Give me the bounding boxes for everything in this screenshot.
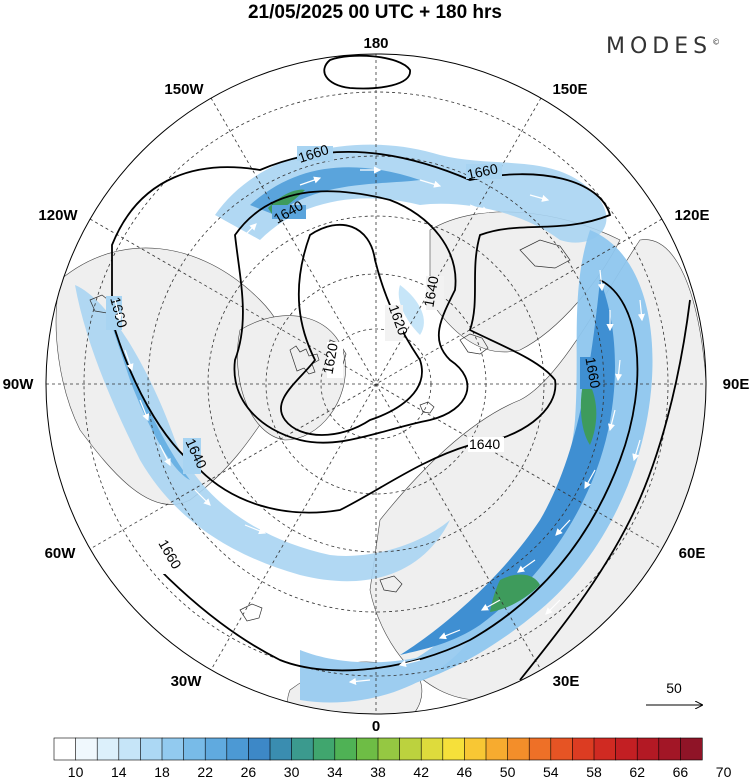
colorbar-cell bbox=[118, 737, 142, 761]
colorbar-cell bbox=[334, 737, 357, 761]
contour-label: 1660 bbox=[466, 160, 500, 182]
colorbar-cell bbox=[377, 737, 401, 761]
jet-core-pacific bbox=[250, 167, 420, 215]
jet-band-europe bbox=[300, 640, 470, 703]
colorbar-cell bbox=[485, 737, 509, 761]
meridian-label-0: 0 bbox=[372, 718, 380, 735]
contour-1660-asia bbox=[159, 279, 639, 672]
logo-text: MODES bbox=[606, 34, 713, 59]
colorbar-tick-label: 38 bbox=[370, 764, 386, 780]
colorbar-cell bbox=[161, 737, 185, 761]
coastlines bbox=[89, 239, 571, 622]
colorbar-tick-label: 10 bbox=[68, 764, 84, 780]
colorbar-tick-label: 18 bbox=[154, 764, 170, 780]
colorbar-cell bbox=[312, 737, 336, 761]
colorbar-cell bbox=[75, 737, 98, 761]
colorbar-tick-label: 14 bbox=[111, 764, 127, 780]
map-outline bbox=[45, 53, 707, 715]
colorbar-cell bbox=[572, 737, 595, 761]
colorbar-cell bbox=[528, 737, 552, 761]
jet-max-asia-1 bbox=[580, 375, 597, 445]
contour-1620 bbox=[280, 223, 423, 436]
colorbar-cell bbox=[464, 737, 487, 761]
colorbar-cell bbox=[680, 737, 703, 761]
meridian-label-30w: 30W bbox=[171, 673, 203, 690]
colorbar-cell bbox=[615, 737, 638, 761]
colorbar-tick-label: 70 bbox=[716, 764, 732, 780]
arctic-shading bbox=[398, 285, 424, 335]
colorbar-cell bbox=[53, 737, 77, 761]
geopotential-contours bbox=[111, 54, 691, 681]
colorbar-tick-label: 54 bbox=[543, 764, 559, 780]
meridian-label-60w: 60W bbox=[45, 545, 77, 562]
meridian-labels: 180 150E 120E 90E 60E 30E 0 30W 60W 90W … bbox=[3, 35, 750, 735]
contour-1660-outer bbox=[111, 151, 612, 514]
colorbar-cell bbox=[593, 737, 617, 761]
wind-reference-value: 50 bbox=[666, 680, 682, 696]
meridian-label-60e: 60E bbox=[679, 545, 706, 562]
colorbar-cell bbox=[507, 737, 530, 761]
map-title: 21/05/2025 00 UTC + 180 hrs bbox=[247, 2, 503, 23]
meridian-label-30e: 30E bbox=[553, 673, 580, 690]
colorbar-cell bbox=[658, 737, 681, 761]
colorbar-tick-label: 62 bbox=[629, 764, 645, 780]
jet-band-pacific bbox=[215, 144, 607, 243]
colorbar-tick-label: 26 bbox=[241, 764, 257, 780]
graticule bbox=[46, 54, 706, 714]
contour-1660-north bbox=[323, 54, 411, 90]
colorbar-tick-label: 34 bbox=[327, 764, 343, 780]
map-disk: 1660 1660 1640 1640 1620 1620 1640 1640 … bbox=[46, 54, 706, 714]
colorbar-cell bbox=[291, 737, 314, 761]
colorbar-tick-label: 46 bbox=[457, 764, 473, 780]
contour-label: 1620 bbox=[320, 342, 341, 376]
meridian-label-90e: 90E bbox=[723, 376, 750, 393]
colorbar-tick-label: 30 bbox=[284, 764, 300, 780]
colorbar-tick-label: 22 bbox=[197, 764, 213, 780]
meridian-label-90w: 90W bbox=[3, 376, 35, 393]
modes-logo: MODES© bbox=[606, 34, 720, 59]
colorbar-cell bbox=[140, 737, 163, 761]
colorbar bbox=[53, 737, 703, 761]
logo-mark: © bbox=[712, 37, 721, 47]
contour-label: 1640 bbox=[420, 275, 441, 309]
meridian-label-180: 180 bbox=[363, 35, 388, 52]
contour-1680-east bbox=[519, 299, 691, 681]
colorbar-tick-label: 66 bbox=[673, 764, 689, 780]
contour-1640-inner bbox=[233, 190, 469, 444]
colorbar-cell bbox=[96, 737, 120, 761]
wind-vectors bbox=[114, 166, 645, 685]
colorbar-cell bbox=[550, 737, 573, 761]
wind-speed-shading bbox=[75, 144, 653, 703]
meridian-label-120e: 120E bbox=[674, 207, 709, 224]
colorbar-cell bbox=[420, 737, 444, 761]
colorbar-cell bbox=[226, 737, 250, 761]
contour-label: 1660 bbox=[582, 356, 603, 390]
land-greenland bbox=[237, 315, 346, 441]
meridian-label-150w: 150W bbox=[164, 81, 204, 98]
jet-band-atlantic bbox=[75, 285, 450, 582]
colorbar-cell bbox=[442, 737, 465, 761]
contour-label: 1640 bbox=[469, 436, 500, 452]
colorbar-cell bbox=[183, 737, 206, 761]
colorbar-cell bbox=[204, 737, 228, 761]
colorbar-cell bbox=[269, 737, 293, 761]
meridian-label-150e: 150E bbox=[552, 81, 587, 98]
meridian-label-120w: 120W bbox=[38, 207, 78, 224]
wind-reference: 50 bbox=[646, 680, 702, 705]
colorbar-tick-label: 42 bbox=[413, 764, 429, 780]
colorbar-tick-label: 58 bbox=[586, 764, 602, 780]
contour-label-group: 1660 1660 1640 1640 1620 1620 1640 1640 … bbox=[106, 141, 604, 574]
colorbar-ticks: 10 14 18 22 26 30 34 38 42 46 50 54 58 62 66 70 bbox=[68, 764, 732, 780]
colorbar-cell bbox=[248, 737, 271, 761]
colorbar-cell bbox=[399, 737, 422, 761]
colorbar-tick-label: 50 bbox=[500, 764, 516, 780]
colorbar-cell bbox=[356, 737, 379, 761]
contour-label: 1660 bbox=[107, 295, 131, 329]
colorbar-cell bbox=[636, 737, 660, 761]
